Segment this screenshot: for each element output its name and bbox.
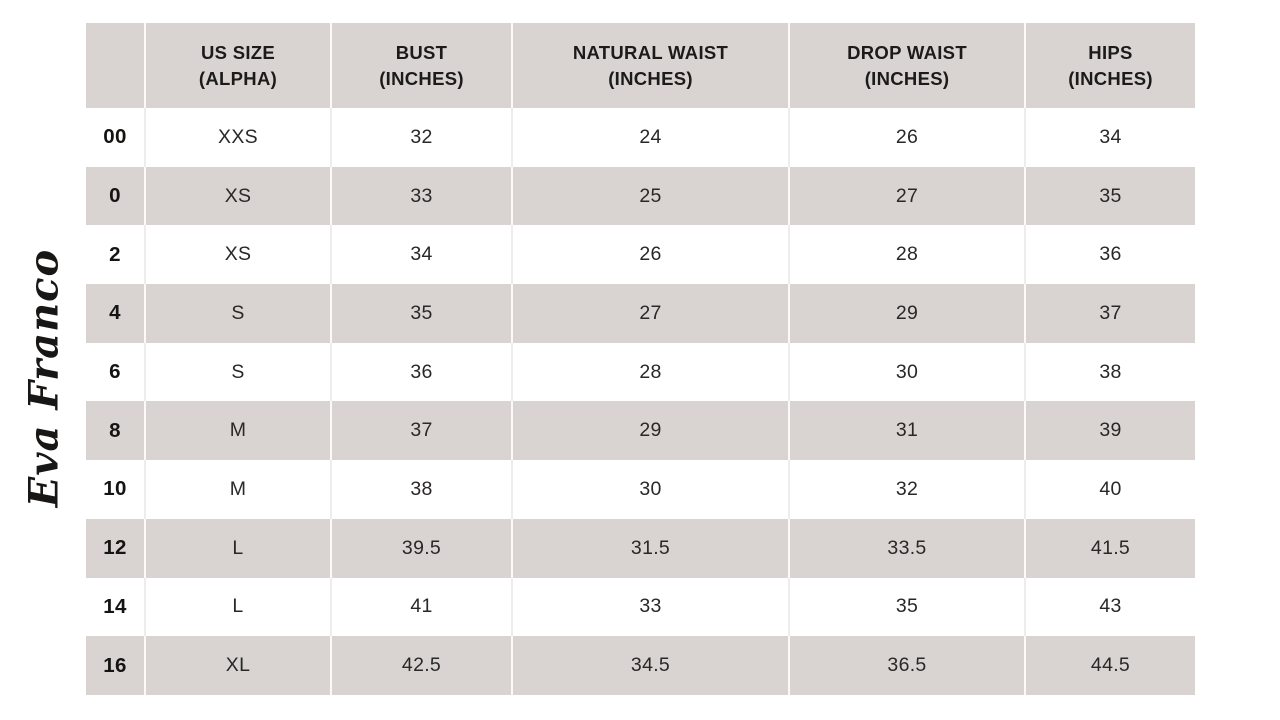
drop-waist-cell: 29 <box>788 284 1024 343</box>
eva-franco-logo: Eva Franco <box>20 248 68 508</box>
natural-waist-cell: 31.5 <box>511 518 788 578</box>
us-size-cell: 12 <box>86 518 144 578</box>
table-row: 12 L 39.5 31.5 33.5 41.5 <box>86 518 1195 578</box>
natural-waist-cell: 24 <box>511 108 788 167</box>
column-header-text: US SIZE <box>200 41 276 63</box>
drop-waist-cell: 27 <box>788 166 1024 226</box>
bust-cell: 35 <box>330 284 511 343</box>
alpha-size-cell: XS <box>144 225 330 285</box>
hips-cell: 36 <box>1024 225 1195 285</box>
table-row: 00 XXS 32 24 26 34 <box>86 108 1195 167</box>
us-size-cell: 10 <box>86 460 144 519</box>
us-size-cell: 14 <box>86 577 144 637</box>
natural-waist-cell: 28 <box>511 342 788 402</box>
hips-cell: 38 <box>1024 342 1195 402</box>
column-header-text: HIPS <box>1088 41 1133 63</box>
hips-cell: 44.5 <box>1024 636 1195 695</box>
bust-cell: 36 <box>330 342 511 402</box>
table-row: 10 M 38 30 32 40 <box>86 460 1195 519</box>
bust-cell: 34 <box>330 225 511 285</box>
hips-cell: 37 <box>1024 284 1195 343</box>
column-header-text: (INCHES) <box>379 67 464 89</box>
column-header-text: NATURAL WAIST <box>572 41 729 63</box>
alpha-size-cell: S <box>144 284 330 343</box>
us-size-cell: 00 <box>86 108 144 167</box>
table-row: 0 XS 33 25 27 35 <box>86 166 1195 226</box>
us-size-cell: 8 <box>86 401 144 461</box>
drop-waist-cell: 30 <box>788 342 1024 402</box>
bust-cell: 33 <box>330 166 511 226</box>
drop-waist-cell: 33.5 <box>788 518 1024 578</box>
column-header-bust: BUST (INCHES) <box>330 23 511 108</box>
drop-waist-cell: 36.5 <box>788 636 1024 695</box>
column-header-drop-waist: DROP WAIST (INCHES) <box>788 23 1024 108</box>
drop-waist-cell: 31 <box>788 401 1024 461</box>
column-header-natural-waist: NATURAL WAIST (INCHES) <box>511 23 788 108</box>
column-header-text: (INCHES) <box>864 67 950 89</box>
column-header-text: (INCHES) <box>608 67 693 89</box>
us-size-cell: 2 <box>86 225 144 285</box>
bust-cell: 32 <box>330 108 511 167</box>
hips-cell: 41.5 <box>1024 518 1195 578</box>
natural-waist-cell: 30 <box>511 460 788 519</box>
size-chart-body: 00 XXS 32 24 26 34 0 XS 33 25 27 35 2 XS 34 26 28 36 4 S 35 2… <box>86 108 1195 695</box>
column-header-text: (ALPHA) <box>198 67 278 89</box>
drop-waist-cell: 35 <box>788 577 1024 637</box>
column-header-text: (INCHES) <box>1068 67 1153 89</box>
size-chart-table: US SIZE (ALPHA) BUST (INCHES) NATURAL WAIST (… <box>86 23 1195 695</box>
column-header-text: DROP WAIST <box>847 41 967 63</box>
drop-waist-cell: 26 <box>788 108 1024 167</box>
bust-cell: 37 <box>330 401 511 461</box>
us-size-cell: 4 <box>86 284 144 343</box>
natural-waist-cell: 25 <box>511 166 788 226</box>
alpha-size-cell: XXS <box>144 108 330 167</box>
us-size-cell: 16 <box>86 636 144 695</box>
natural-waist-cell: 34.5 <box>511 636 788 695</box>
alpha-size-cell: XS <box>144 166 330 226</box>
column-header-corner <box>86 23 144 108</box>
hips-cell: 43 <box>1024 577 1195 637</box>
hips-cell: 39 <box>1024 401 1195 461</box>
header-row: US SIZE (ALPHA) BUST (INCHES) NATURAL WAIST (… <box>86 23 1195 108</box>
bust-cell: 39.5 <box>330 518 511 578</box>
table-row: 2 XS 34 26 28 36 <box>86 225 1195 285</box>
table-row: 16 XL 42.5 34.5 36.5 44.5 <box>86 636 1195 695</box>
alpha-size-cell: M <box>144 460 330 519</box>
column-header-text: BUST <box>395 41 448 63</box>
bust-cell: 41 <box>330 577 511 637</box>
table-row: 14 L 41 33 35 43 <box>86 577 1195 637</box>
hips-cell: 35 <box>1024 166 1195 226</box>
natural-waist-cell: 29 <box>511 401 788 461</box>
column-header-hips: HIPS (INCHES) <box>1024 23 1195 108</box>
table-row: 6 S 36 28 30 38 <box>86 342 1195 402</box>
us-size-cell: 6 <box>86 342 144 402</box>
alpha-size-cell: M <box>144 401 330 461</box>
us-size-cell: 0 <box>86 166 144 226</box>
alpha-size-cell: XL <box>144 636 330 695</box>
bust-cell: 38 <box>330 460 511 519</box>
table-row: 8 M 37 29 31 39 <box>86 401 1195 461</box>
natural-waist-cell: 27 <box>511 284 788 343</box>
drop-waist-cell: 28 <box>788 225 1024 285</box>
size-chart-header: US SIZE (ALPHA) BUST (INCHES) NATURAL WAIST (… <box>86 23 1195 108</box>
bust-cell: 42.5 <box>330 636 511 695</box>
table-row: 4 S 35 27 29 37 <box>86 284 1195 343</box>
alpha-size-cell: L <box>144 577 330 637</box>
drop-waist-cell: 32 <box>788 460 1024 519</box>
hips-cell: 34 <box>1024 108 1195 167</box>
alpha-size-cell: L <box>144 518 330 578</box>
hips-cell: 40 <box>1024 460 1195 519</box>
natural-waist-cell: 33 <box>511 577 788 637</box>
alpha-size-cell: S <box>144 342 330 402</box>
natural-waist-cell: 26 <box>511 225 788 285</box>
column-header-us-size: US SIZE (ALPHA) <box>144 23 330 108</box>
